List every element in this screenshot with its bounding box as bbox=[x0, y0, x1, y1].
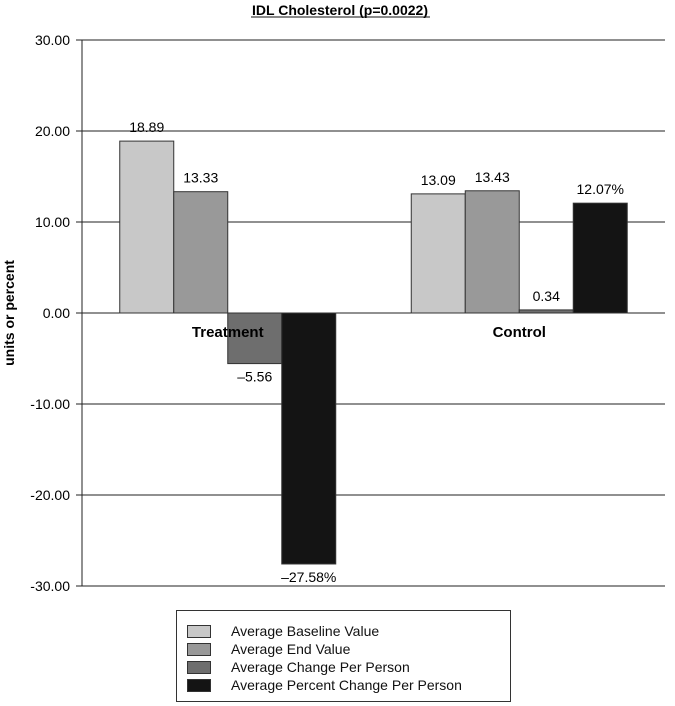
data-label: 13.33 bbox=[183, 170, 218, 186]
y-tick-label: -10.00 bbox=[30, 396, 70, 412]
y-tick-label: -30.00 bbox=[30, 578, 70, 594]
bar bbox=[464, 190, 520, 314]
category-label: Control bbox=[493, 324, 546, 341]
bar bbox=[410, 193, 466, 314]
y-tick-label: 10.00 bbox=[35, 214, 70, 230]
data-label: 13.09 bbox=[421, 172, 456, 188]
data-label: –5.56 bbox=[237, 369, 272, 385]
data-label: 12.07% bbox=[577, 181, 624, 197]
bar bbox=[227, 312, 283, 365]
data-label: 13.43 bbox=[475, 169, 510, 185]
bar bbox=[518, 309, 574, 314]
category-labels: Treatment Control bbox=[192, 324, 546, 341]
y-tick-label: 0.00 bbox=[43, 305, 70, 321]
bar bbox=[572, 202, 628, 314]
data-label: –27.58% bbox=[281, 569, 336, 585]
y-tick-label: 20.00 bbox=[35, 123, 70, 139]
legend-item: Average End Value bbox=[187, 640, 350, 658]
legend-swatch bbox=[187, 660, 211, 674]
legend-label: Average Change Per Person bbox=[231, 659, 410, 675]
bar bbox=[173, 191, 229, 314]
legend-label: Average End Value bbox=[231, 641, 351, 657]
y-axis-ticks: 30.00 20.00 10.00 0.00 -10.00 -20.00 -30.00 bbox=[30, 32, 82, 594]
chart-title: IDL Cholesterol (p=0.0022) bbox=[252, 2, 428, 18]
data-label: 18.89 bbox=[129, 119, 164, 135]
legend-label: Average Baseline Value bbox=[231, 623, 380, 639]
legend-swatch bbox=[187, 642, 211, 656]
legend-item: Average Baseline Value bbox=[187, 622, 379, 640]
legend-swatch bbox=[187, 678, 211, 692]
data-labels: 18.89 13.33 –5.56 –27.58% 13.09 13.43 0.34 12.0… bbox=[129, 119, 624, 585]
bar bbox=[281, 312, 337, 565]
y-tick-label: -20.00 bbox=[30, 487, 70, 503]
bars bbox=[119, 140, 628, 565]
legend: Average Baseline Value Average End Value A… bbox=[176, 610, 511, 702]
bar bbox=[119, 140, 175, 314]
legend-item: Average Percent Change Per Person bbox=[187, 676, 462, 694]
category-label: Treatment bbox=[192, 324, 264, 341]
y-axis-label: units or percent bbox=[1, 260, 17, 366]
y-tick-label: 30.00 bbox=[35, 32, 70, 48]
data-label: 0.34 bbox=[533, 288, 560, 304]
legend-label: Average Percent Change Per Person bbox=[231, 677, 462, 693]
legend-swatch bbox=[187, 624, 211, 638]
legend-item: Average Change Per Person bbox=[187, 658, 410, 676]
